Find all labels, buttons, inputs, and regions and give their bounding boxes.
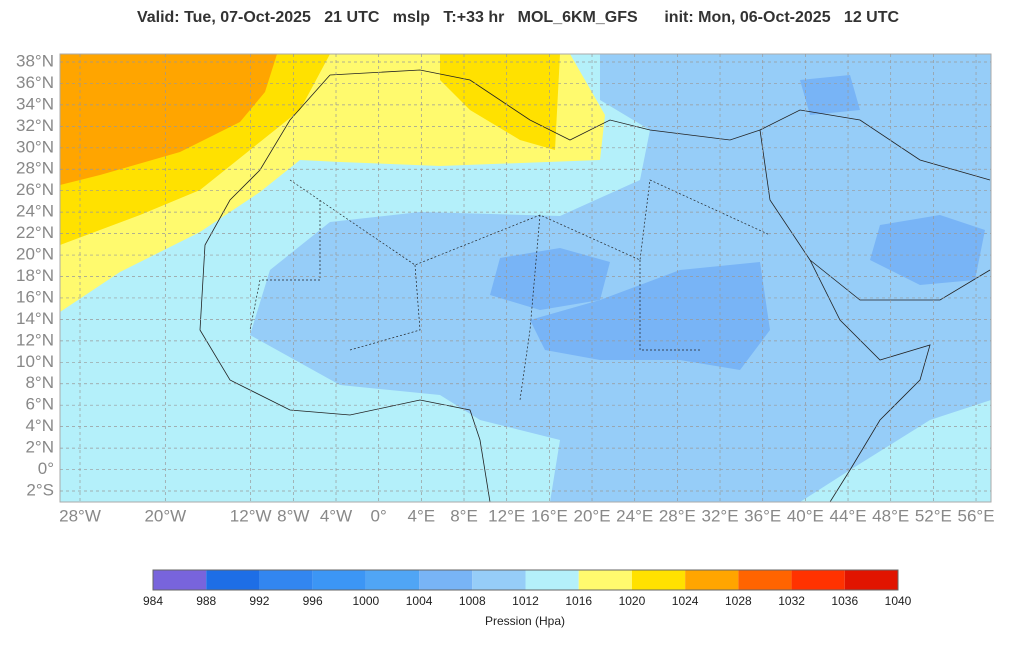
lon-tick-label: 8°W bbox=[277, 506, 309, 525]
colorbar-cell bbox=[685, 570, 739, 590]
colorbar-cell bbox=[525, 570, 579, 590]
colorbar-cell bbox=[738, 570, 792, 590]
colorbar-cell bbox=[844, 570, 898, 590]
colorbar-cell bbox=[153, 570, 207, 590]
lat-tick-label: 26°N bbox=[16, 180, 54, 199]
lat-tick-label: 38°N bbox=[16, 51, 54, 70]
colorbar-label: 988 bbox=[196, 594, 216, 608]
lat-tick-label: 10°N bbox=[16, 352, 54, 371]
lat-tick-label: 18°N bbox=[16, 266, 54, 285]
lat-tick-label: 4°N bbox=[25, 416, 54, 435]
lat-tick-label: 34°N bbox=[16, 94, 54, 113]
colorbar-label: 1020 bbox=[619, 594, 646, 608]
lat-tick-label: 0° bbox=[38, 459, 54, 478]
country-borders bbox=[249, 179, 771, 401]
field-1004 bbox=[530, 262, 770, 370]
colorbar-label: 1032 bbox=[778, 594, 805, 608]
lat-tick-label: 16°N bbox=[16, 287, 54, 306]
field-1004 bbox=[490, 248, 610, 310]
lat-tick-label: 6°N bbox=[25, 395, 54, 414]
lon-tick-label: 48°E bbox=[872, 506, 909, 525]
colorbar-label: 1000 bbox=[353, 594, 380, 608]
colorbar-cell bbox=[472, 570, 526, 590]
colorbar-label: 1012 bbox=[512, 594, 539, 608]
field-1008 bbox=[250, 54, 991, 502]
colorbar-label: 996 bbox=[303, 594, 323, 608]
colorbar-cell bbox=[312, 570, 366, 590]
lon-tick-label: 44°E bbox=[830, 506, 867, 525]
map-frame bbox=[59, 53, 992, 503]
colorbar-label: 1008 bbox=[459, 594, 486, 608]
lat-tick-label: 30°N bbox=[16, 137, 54, 156]
pressure-field bbox=[60, 54, 991, 502]
colorbar-cell bbox=[365, 570, 420, 590]
lat-tick-label: 14°N bbox=[16, 309, 54, 328]
lon-tick-label: 40°E bbox=[787, 506, 824, 525]
colorbar-label: 984 bbox=[143, 594, 163, 608]
lon-tick-label: 12°W bbox=[230, 506, 272, 525]
lat-tick-label: 24°N bbox=[16, 202, 54, 221]
colorbar-label: 1004 bbox=[406, 594, 433, 608]
lat-tick-label: 2°N bbox=[25, 438, 54, 457]
lon-tick-label: 16°E bbox=[531, 506, 568, 525]
lat-tick-label: 36°N bbox=[16, 73, 54, 92]
lon-tick-label: 28°W bbox=[59, 506, 101, 525]
field-1024 bbox=[60, 54, 277, 185]
lat-tick-label: 22°N bbox=[16, 223, 54, 242]
colorbar-label: 1024 bbox=[672, 594, 699, 608]
lon-tick-label: 32°E bbox=[701, 506, 738, 525]
field-1004 bbox=[870, 215, 985, 285]
lat-tick-label: 12°N bbox=[16, 330, 54, 349]
lat-tick-label: 20°N bbox=[16, 245, 54, 264]
lat-tick-label: 28°N bbox=[16, 159, 54, 178]
lon-tick-label: 8°E bbox=[450, 506, 478, 525]
lat-tick-label: 8°N bbox=[25, 373, 54, 392]
coastline bbox=[199, 69, 991, 502]
lon-tick-label: 20°W bbox=[144, 506, 186, 525]
lat-tick-label: 32°N bbox=[16, 116, 54, 135]
lon-tick-label: 4°E bbox=[408, 506, 436, 525]
colorbar-label: 992 bbox=[249, 594, 269, 608]
colorbar: 984 988 992 996 1000 1004 1008 1012 1016 1020 1024… bbox=[143, 569, 912, 608]
lon-tick-label: 52°E bbox=[915, 506, 952, 525]
colorbar-frame bbox=[152, 569, 899, 591]
field-1004 bbox=[800, 75, 860, 115]
colorbar-title: Pression (Hpa) bbox=[485, 614, 565, 628]
colorbar-cell bbox=[206, 570, 260, 590]
lon-tick-label: 12°E bbox=[488, 506, 525, 525]
colorbar-cell bbox=[578, 570, 632, 590]
lon-tick-label: 4°W bbox=[320, 506, 352, 525]
lat-tick-label: 2°S bbox=[26, 480, 54, 499]
lon-tick-label: 36°E bbox=[744, 506, 781, 525]
lon-tick-label: 56°E bbox=[958, 506, 995, 525]
map-title: Valid: Tue, 07-Oct-2025 21 UTC mslp T:+3… bbox=[137, 9, 900, 26]
lon-tick-label: 28°E bbox=[659, 506, 696, 525]
colorbar-label: 1040 bbox=[885, 594, 912, 608]
colorbar-cell bbox=[259, 570, 313, 590]
colorbar-label: 1036 bbox=[831, 594, 858, 608]
colorbar-cell bbox=[791, 570, 845, 590]
lon-tick-label: 20°E bbox=[573, 506, 610, 525]
lon-tick-label: 24°E bbox=[616, 506, 653, 525]
colorbar-cell bbox=[631, 570, 686, 590]
lon-tick-label: 0° bbox=[371, 506, 387, 525]
colorbar-cell bbox=[419, 570, 473, 590]
colorbar-label: 1028 bbox=[725, 594, 752, 608]
colorbar-label: 1016 bbox=[565, 594, 592, 608]
